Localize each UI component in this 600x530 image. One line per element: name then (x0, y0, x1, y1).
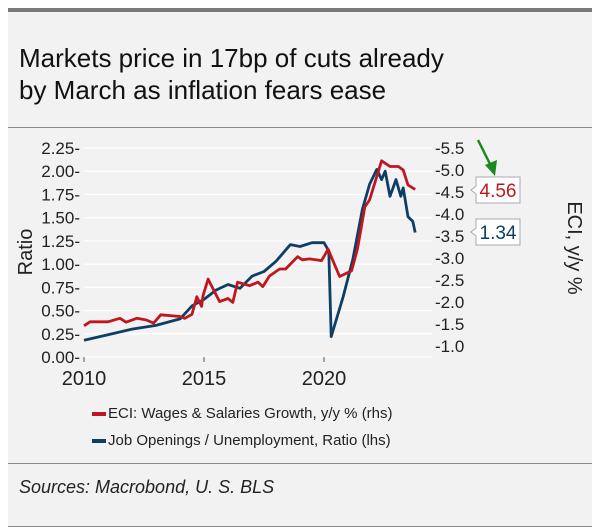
y-tick-label-right: -2.5 (435, 271, 464, 290)
y-tick-label-left: 1.75- (41, 185, 80, 204)
last-value-box (470, 176, 521, 204)
y-tick-label-left: 0.75- (41, 278, 80, 297)
y-axis-label-left: Ratio (15, 229, 37, 276)
x-tick-label: 2015 (182, 368, 227, 390)
y-tick-label-right: -4.0 (435, 205, 464, 224)
legend-swatch (92, 412, 106, 417)
y-tick-label-right: -4.5 (435, 183, 464, 202)
x-tick-label: 2010 (62, 368, 107, 390)
y-tick-label-right: -5.5 (435, 139, 464, 158)
legend-item-eci: ECI: Wages & Salaries Growth, y/y % (rhs… (92, 400, 393, 427)
y-tick-label-right: -1.5 (435, 315, 464, 334)
y-tick-label-left: 0.00- (41, 348, 80, 367)
y-tick-label-right: -1.0 (435, 337, 464, 356)
y-tick-label-left: 1.50- (41, 209, 80, 228)
y-tick-label-left: 2.00- (41, 162, 80, 181)
y-tick-label-left: 0.25- (41, 325, 80, 344)
legend: ECI: Wages & Salaries Growth, y/y % (rhs… (92, 400, 393, 454)
last-value-label: 1.34 (480, 223, 517, 244)
y-tick-label-right: -2.0 (435, 293, 464, 312)
y-tick-label-left: 0.50- (41, 302, 80, 321)
y-tick-label-right: -3.5 (435, 227, 464, 246)
legend-swatch (92, 439, 106, 444)
divider (8, 127, 592, 128)
arrow-head-icon (485, 160, 497, 176)
x-tick-label: 2020 (302, 368, 347, 390)
divider (8, 463, 592, 464)
y-tick-label-left: 1.00- (41, 255, 80, 274)
source-note: Sources: Macrobond, U. S. BLS (19, 477, 275, 497)
y-tick-label-right: -5.0 (435, 161, 464, 180)
series-line-eci (83, 159, 416, 327)
y-axis-label-right: ECI, y/y % (563, 201, 585, 295)
chart-title: Markets price in 17bp of cuts already by… (19, 43, 444, 105)
last-value-label: 4.56 (480, 181, 517, 202)
legend-item-ratio: Job Openings / Unemployment, Ratio (lhs) (92, 427, 393, 454)
y-tick-label-right: -3.0 (435, 249, 464, 268)
last-value-box (470, 218, 521, 246)
y-tick-label-left: 2.25- (41, 139, 80, 158)
y-tick-label-left: 1.25- (41, 232, 80, 251)
